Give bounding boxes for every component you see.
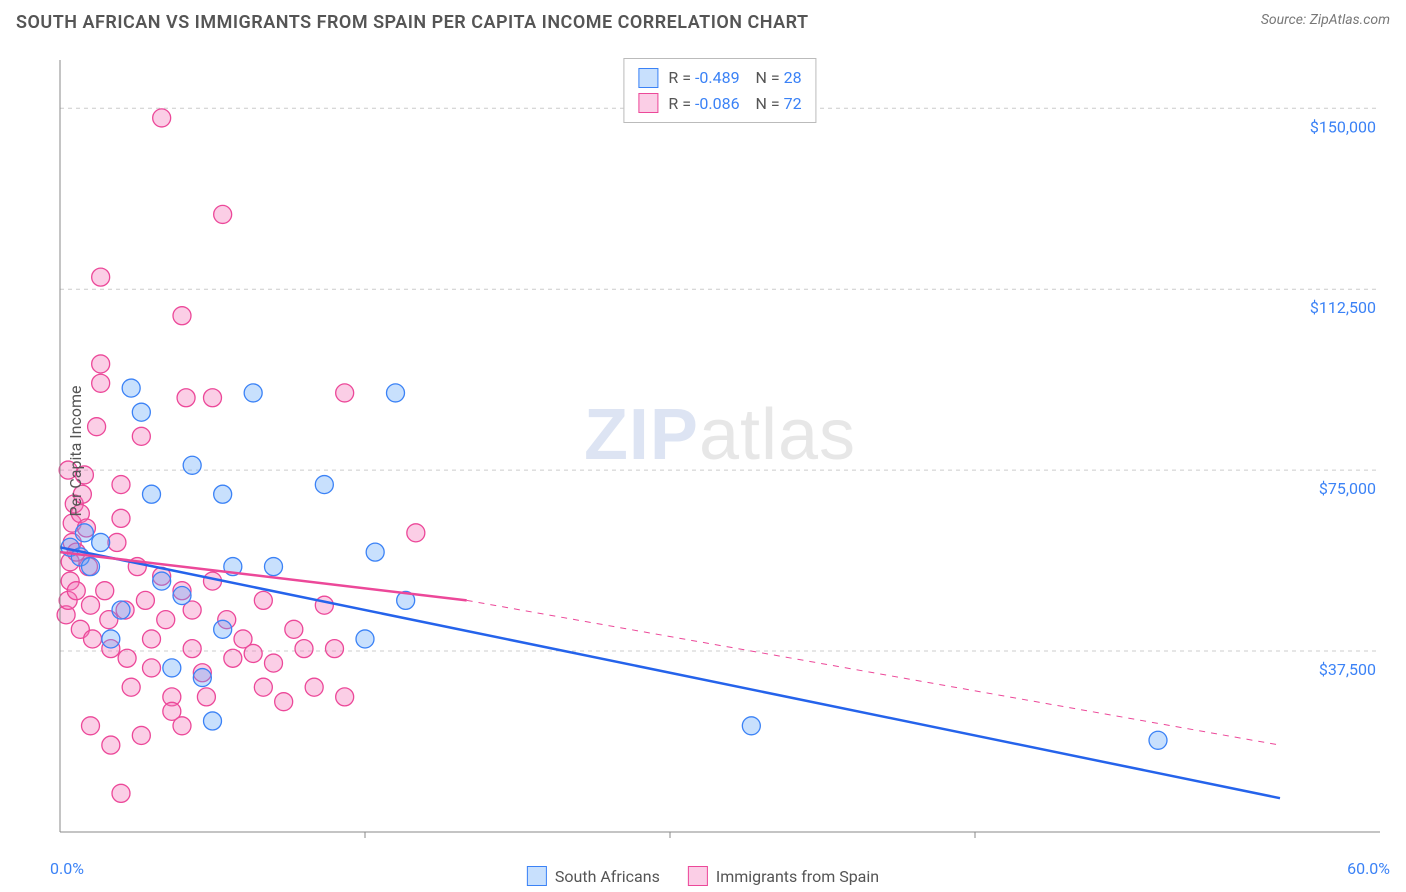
grid-lines (60, 108, 1380, 651)
correlation-legend: R = -0.489 N = 28 R = -0.086 N = 72 (623, 58, 816, 123)
y-tick-labels: $37,500 $75,000 $112,500 $150,000 (1310, 117, 1376, 679)
corr-row-2: R = -0.086 N = 72 (638, 91, 801, 117)
corr-text-2: R = -0.086 N = 72 (668, 91, 801, 117)
chart-container: SOUTH AFRICAN VS IMMIGRANTS FROM SPAIN P… (0, 0, 1406, 892)
legend-label-2: Immigrants from Spain (716, 867, 879, 886)
legend-item-2: Immigrants from Spain (688, 866, 879, 886)
axes (60, 60, 1380, 838)
source-name: ZipAtlas.com (1310, 12, 1390, 28)
trend-lines (60, 547, 1280, 798)
legend-label-1: South Africans (555, 867, 660, 886)
source-label: Source: (1261, 12, 1310, 28)
x-tick-min: 0.0% (50, 859, 84, 878)
swatch-series-2 (638, 93, 658, 113)
series-legend: South Africans Immigrants from Spain (527, 866, 879, 886)
svg-text:$37,500: $37,500 (1319, 660, 1376, 679)
svg-text:$112,500: $112,500 (1310, 298, 1376, 317)
chart-title: SOUTH AFRICAN VS IMMIGRANTS FROM SPAIN P… (16, 12, 809, 33)
x-tick-max: 60.0% (1347, 859, 1390, 878)
source-attribution: Source: ZipAtlas.com (1261, 12, 1390, 28)
swatch-series-1 (638, 68, 658, 88)
y-axis-label: Per Capita Income (66, 386, 85, 517)
svg-text:$75,000: $75,000 (1319, 479, 1376, 498)
header: SOUTH AFRICAN VS IMMIGRANTS FROM SPAIN P… (0, 0, 1406, 41)
plot-area: Per Capita Income ZIPatlas $37,500$75,00… (50, 50, 1390, 852)
corr-row-1: R = -0.489 N = 28 (638, 65, 801, 91)
legend-swatch-1 (527, 866, 547, 886)
legend-swatch-2 (688, 866, 708, 886)
svg-text:$150,000: $150,000 (1310, 117, 1376, 136)
corr-text-1: R = -0.489 N = 28 (668, 65, 801, 91)
legend-item-1: South Africans (527, 866, 660, 886)
scatter-points (57, 109, 1167, 802)
scatter-plot-svg: $37,500 $75,000 $112,500 $150,000 (50, 50, 1390, 852)
